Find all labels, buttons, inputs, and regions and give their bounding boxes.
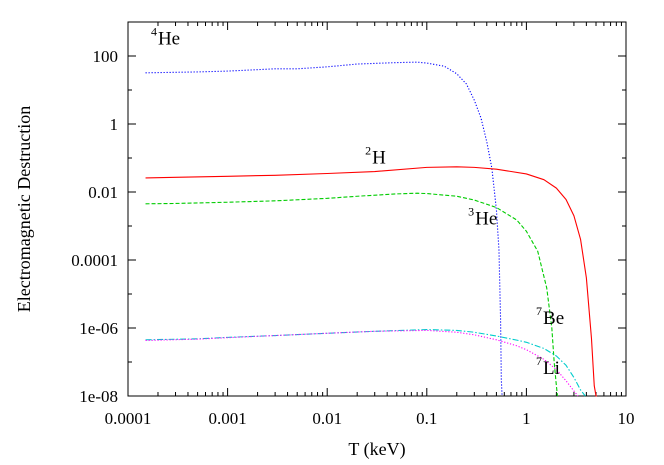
annotation-be7: 7 Be — [536, 304, 564, 329]
annotation-be7-mass: 7 — [536, 304, 542, 318]
annotation-h2-mass: 2 — [365, 143, 371, 157]
y-tick-label: 1e-08 — [79, 387, 118, 406]
series-layer — [145, 61, 597, 397]
annotation-li7: 7 Li — [536, 354, 560, 379]
annotation-li7-mass: 7 — [536, 354, 542, 368]
annotation-he3-mass: 3 — [468, 205, 474, 219]
plot-frame — [127, 21, 627, 397]
x-tick-label: 0.001 — [208, 409, 246, 428]
annotation-h2-element: H — [372, 147, 386, 168]
annotation-he4-mass: 4 — [151, 24, 157, 38]
series-line-he3 — [145, 192, 558, 397]
annotation-he4: 4 He — [151, 24, 180, 49]
x-axis-title: T (keV) — [348, 439, 405, 460]
series-line-h2 — [145, 166, 597, 397]
x-tick-label: 0.0001 — [105, 409, 152, 428]
annotation-he4-element: He — [158, 28, 180, 49]
annotation-li7-element: Li — [543, 358, 560, 379]
y-tick-label: 0.01 — [88, 183, 118, 202]
y-tick-label: 1 — [110, 115, 119, 134]
annotation-be7-element: Be — [543, 308, 564, 329]
x-tick-label: 0.01 — [312, 409, 342, 428]
annotation-layer: 4 He2 H3 He7 Be7 Li — [151, 24, 564, 378]
annotation-he3-element: He — [475, 209, 497, 230]
x-tick-label: 1 — [522, 409, 531, 428]
axis-ticks — [127, 21, 627, 397]
annotation-he3: 3 He — [468, 205, 497, 230]
y-tick-label: 0.0001 — [71, 251, 118, 270]
x-tick-label: 10 — [618, 409, 635, 428]
y-tick-label: 100 — [93, 47, 119, 66]
y-axis-title: Electromagnetic Destruction — [14, 106, 34, 312]
x-tick-label: 0.1 — [416, 409, 437, 428]
axis-tick-labels: 0.0001 0.001 0.01 0.1 1 10 1e-08 1e-06 0.0001 0.0… — [71, 47, 634, 428]
series-line-li7 — [145, 329, 579, 397]
series-line-he4 — [145, 61, 503, 397]
y-tick-label: 1e-06 — [79, 319, 118, 338]
series-line-be7 — [145, 329, 586, 397]
